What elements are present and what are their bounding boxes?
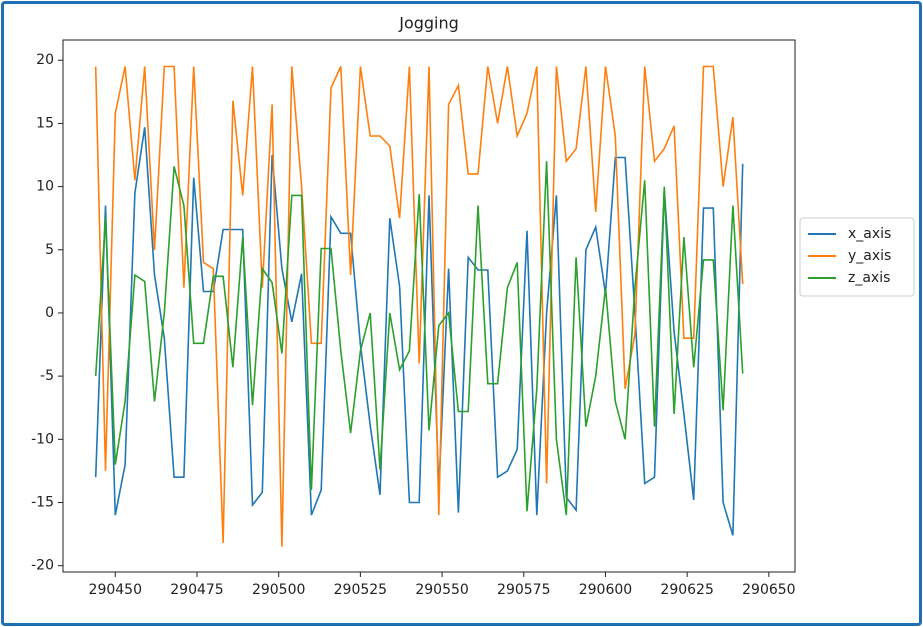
y-tick-label: 0 bbox=[45, 305, 54, 321]
x-tick-label: 290625 bbox=[660, 582, 713, 598]
legend-label: z_axis bbox=[848, 270, 890, 286]
legend-box bbox=[799, 217, 915, 297]
y-tick-label: -10 bbox=[31, 431, 54, 447]
x-tick-label: 290475 bbox=[170, 582, 223, 598]
x-tick-label: 290550 bbox=[415, 582, 468, 598]
y-tick-label: -5 bbox=[40, 368, 54, 384]
x-tick-label: 290500 bbox=[252, 582, 305, 598]
chart-title: Jogging bbox=[398, 14, 459, 33]
y-tick-label: 5 bbox=[45, 242, 54, 258]
x-tick-label: 290650 bbox=[742, 582, 795, 598]
y-tick-label: 10 bbox=[36, 179, 54, 195]
x-tick-label: 290575 bbox=[497, 582, 550, 598]
y-tick-label: 20 bbox=[36, 52, 54, 68]
data-line bbox=[94, 161, 744, 516]
x-tick-label: 290450 bbox=[89, 582, 142, 598]
x-tick-label: 290525 bbox=[334, 582, 387, 598]
x-tick-label: 290600 bbox=[579, 582, 632, 598]
legend-label: y_axis bbox=[848, 248, 891, 264]
y-tick-label: -20 bbox=[31, 558, 54, 574]
legend-label: x_axis bbox=[848, 226, 891, 242]
plot-frame bbox=[62, 39, 796, 573]
y-tick-label: 15 bbox=[36, 115, 54, 131]
data-line bbox=[94, 65, 744, 547]
y-tick-label: -15 bbox=[31, 494, 54, 510]
